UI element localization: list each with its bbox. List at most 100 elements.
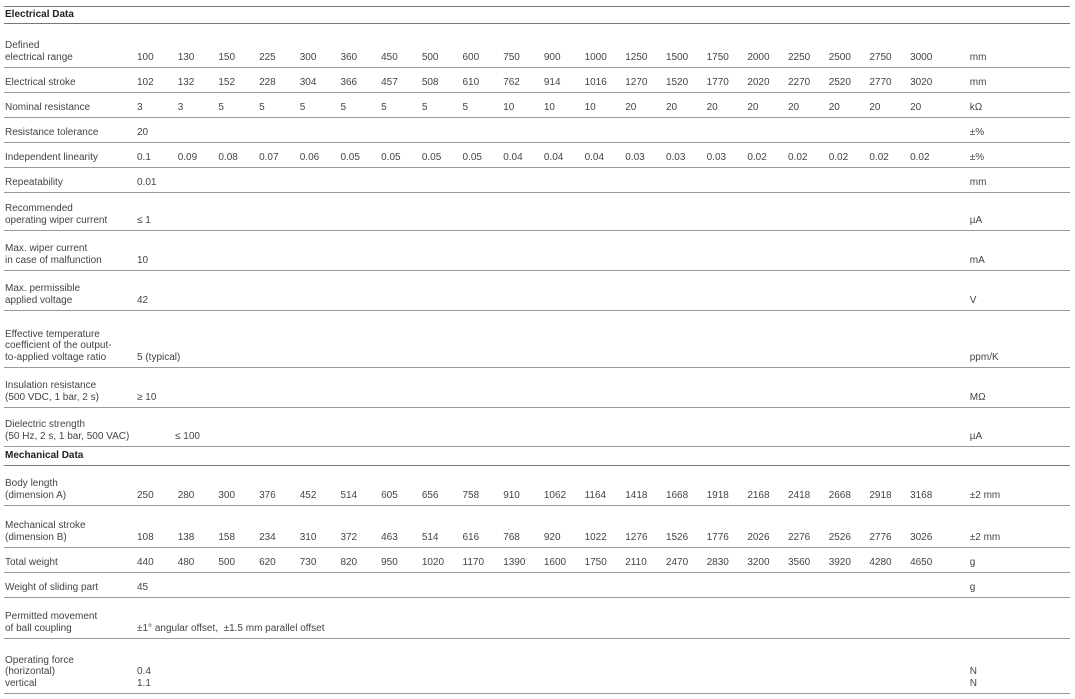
value: 150 xyxy=(218,23,260,68)
value: 2776 xyxy=(869,505,911,548)
value: 910 xyxy=(503,465,544,506)
unit: mm xyxy=(950,23,1070,68)
value: 0.03 xyxy=(665,142,707,168)
label-line: Nominal resistance xyxy=(5,101,91,113)
spec-row: Insulation resistance (500 VDC, 1 bar, 2 … xyxy=(4,367,1070,408)
value: 1250 xyxy=(625,23,666,68)
value: 0.02 xyxy=(747,142,788,168)
value: 10 xyxy=(503,92,544,118)
section-title: Electrical Data xyxy=(4,6,1070,24)
value: 500 xyxy=(218,547,260,573)
value: 3000 xyxy=(910,23,951,68)
value: 2000 xyxy=(747,23,788,68)
row-label: Permitted movement of ball coupling xyxy=(4,597,137,639)
value: 1270 xyxy=(625,67,666,93)
unit: kΩ xyxy=(950,92,1070,118)
value: 1170 xyxy=(462,547,504,573)
value: 514 xyxy=(421,505,463,548)
value: 2270 xyxy=(788,67,829,93)
section-header: Mechanical Data xyxy=(4,446,1070,466)
value: 0.07 xyxy=(259,142,300,168)
label-line: Effective temperature xyxy=(5,328,100,340)
value: 1918 xyxy=(706,465,748,506)
label-line: Repeatability xyxy=(5,176,63,188)
label-line: Recommended xyxy=(5,203,73,214)
value: 3920 xyxy=(828,547,870,573)
value: 1600 xyxy=(543,547,585,573)
value: 616 xyxy=(462,505,504,548)
unit: ppm/K xyxy=(950,310,1070,368)
row-label: Resistance tolerance xyxy=(4,117,137,143)
spec-row: Body length (dimension A) 250 280 300 376 452 5… xyxy=(4,465,1070,506)
value: 45 xyxy=(137,572,951,598)
label-line: Weight of sliding part xyxy=(5,581,99,593)
value: 463 xyxy=(381,505,422,548)
label-line: Permitted movement xyxy=(5,611,98,622)
spec-row: Total weight 440 480 500 620 730 820 950 1020 117… xyxy=(4,547,1070,573)
value: 20 xyxy=(747,92,788,118)
row-label: Weight of sliding part xyxy=(4,572,137,598)
value: 3026 xyxy=(910,505,951,548)
value: 914 xyxy=(543,67,585,93)
value: 2830 xyxy=(706,547,748,573)
value: 1750 xyxy=(584,547,626,573)
label-line: Independent linearity xyxy=(5,151,98,163)
row-label: Mechanical stroke (dimension B) xyxy=(4,505,137,548)
value: 3020 xyxy=(910,67,951,93)
value: 5 (typical) xyxy=(137,310,951,368)
value: 0.08 xyxy=(218,142,260,168)
label-line: Max. wiper current xyxy=(5,243,88,254)
value: 2500 xyxy=(828,23,870,68)
unit: ±2 mm xyxy=(950,505,1070,548)
value: 1520 xyxy=(665,67,707,93)
value: 280 xyxy=(177,465,219,506)
row-label: Dielectric strength (50 Hz, 2 s, 1 bar, 5… xyxy=(4,407,137,447)
label-line: coefficient of the output- xyxy=(5,340,112,351)
spec-body: Electrical Data Defined electrical range 10… xyxy=(4,6,1070,694)
unit: µA xyxy=(950,192,1070,231)
spec-row: Defined electrical range 100 130 150 225 300 36… xyxy=(4,23,1070,68)
label-line: in case of malfunction xyxy=(5,254,102,266)
unit: ±% xyxy=(950,117,1070,143)
value: 10 xyxy=(543,92,585,118)
spec-row: Independent linearity 0.1 0.09 0.08 0.07 0.06… xyxy=(4,142,1070,168)
value: 5 xyxy=(340,92,382,118)
row-label: Body length (dimension A) xyxy=(4,465,137,506)
value: 1770 xyxy=(706,67,748,93)
label-line: to-applied voltage ratio xyxy=(5,351,107,363)
unit xyxy=(950,597,1070,639)
value: 20 xyxy=(869,92,911,118)
value: 610 xyxy=(462,67,504,93)
value: 440 xyxy=(137,547,178,573)
value: 2026 xyxy=(747,505,788,548)
value: 0.05 xyxy=(462,142,504,168)
unit: MΩ xyxy=(950,367,1070,408)
row-label: Independent linearity xyxy=(4,142,137,168)
value: 2418 xyxy=(788,465,829,506)
value: 5 xyxy=(381,92,422,118)
section-header: Electrical Data xyxy=(4,6,1070,24)
value: 0.09 xyxy=(177,142,219,168)
label-line: (50 Hz, 2 s, 1 bar, 500 VAC) xyxy=(5,430,130,442)
value: 1000 xyxy=(584,23,626,68)
value: 0.02 xyxy=(828,142,870,168)
value: 0.01 xyxy=(137,167,951,193)
spec-row: Permitted movement of ball coupling ±1° an… xyxy=(4,597,1070,639)
label-line: operating wiper current xyxy=(5,214,108,226)
row-label: Electrical stroke xyxy=(4,67,137,93)
value: 0.02 xyxy=(910,142,951,168)
value: 10 xyxy=(584,92,626,118)
value: 158 xyxy=(218,505,260,548)
value: 480 xyxy=(177,547,219,573)
value: 300 xyxy=(218,465,260,506)
section-title: Mechanical Data xyxy=(4,446,1070,466)
value: 228 xyxy=(259,67,300,93)
label-line: (dimension B) xyxy=(5,531,67,543)
value: 950 xyxy=(381,547,422,573)
spec-row: Operating force (horizontal) vertical 0.4 1.… xyxy=(4,638,1070,694)
value: 2520 xyxy=(828,67,870,93)
value: 3200 xyxy=(747,547,788,573)
value: 2526 xyxy=(828,505,870,548)
spec-table: Electrical Data Defined electrical range 10… xyxy=(4,6,1070,694)
